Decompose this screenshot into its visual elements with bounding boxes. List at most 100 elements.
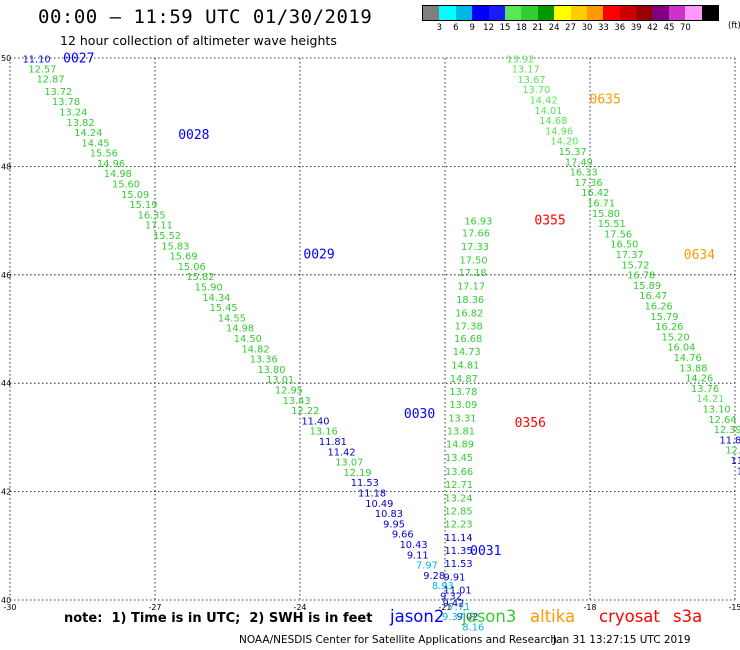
wave-height-value: 9.28 [423,571,445,582]
wave-height-value: 10.43 [400,540,428,551]
wave-height-value: 13.01 [266,375,294,386]
wave-height-value: 14.73 [453,347,481,358]
color-scale-label: 3 [436,23,443,33]
wave-height-value: 16.04 [667,343,695,354]
wave-height-value: 17.49 [565,157,593,168]
wave-height-value: 14.98 [104,169,132,180]
wave-height-value: 15.83 [161,241,189,252]
color-scale-cell [439,6,456,20]
wave-height-value: 13.80 [257,365,285,376]
wave-height-value: 12.64 [708,415,736,426]
wave-height-value: 11.53 [445,559,473,570]
wave-height-value: 16.71 [587,199,615,210]
color-scale-cell [652,6,669,20]
wave-height-value: 11.35 [445,546,473,557]
wave-height-value: 12.57 [28,65,56,76]
wave-height-value: 16.33 [570,168,598,179]
color-scale-cell [701,6,719,20]
wave-height-value: 14.68 [539,116,567,127]
color-scale-cell [668,6,686,20]
wave-height-value: 15.82 [186,272,214,283]
wave-height-value: 11.01 [444,585,472,596]
wave-height-value: 9.37 [442,612,464,623]
wave-height-value: 16.93 [464,216,492,227]
wave-height-value: 7.71 [448,602,470,613]
wave-height-value: 11.87 [720,435,740,446]
wave-height-value: 12.19 [344,468,372,479]
lat-tick-label: 50 [1,54,11,63]
color-scale-cell [586,6,604,20]
wave-height-value: 13.07 [335,458,363,469]
wave-height-value: 14.42 [530,96,558,107]
wave-height-value: 17.66 [462,228,490,239]
wave-height-value: 16.26 [655,322,683,333]
wave-height-value: 13.81 [447,427,475,438]
wave-height-value: 13.78 [52,97,80,108]
lat-tick-label: 46 [1,271,11,280]
wave-height-value: 17.17 [457,281,485,292]
lat-tick-label: 44 [1,379,11,388]
map-subtitle: 12 hour collection of altimeter wave hei… [60,33,337,48]
wave-height-value: 13.72 [44,87,72,98]
wave-height-value: 12.39 [714,425,740,436]
wave-height-value: 7.97 [416,561,438,572]
color-scale-cell [636,6,653,20]
wave-height-value: 15.80 [592,209,620,220]
color-scale-cell [570,6,587,20]
color-scale-label: 39 [630,23,642,33]
wave-height-value: 13.16 [310,427,338,438]
wave-height-value: 11.81 [319,437,347,448]
map-note: note: 1) Time is in UTC; 2) SWH is in fe… [64,611,373,626]
wave-height-value: 13.24 [59,107,87,118]
wave-height-value: 17.38 [455,322,483,333]
wave-height-value: 10.49 [365,499,393,510]
wave-height-value: 13.70 [522,85,550,96]
wave-height-value: 17.50 [460,255,488,266]
color-scale-cell [504,6,522,20]
wave-height-value: 16.50 [610,240,638,251]
satellite-pass-label: 0356 [515,416,546,431]
wave-height-value: 13.92 [506,54,534,65]
color-scale-cell [455,6,473,20]
satellite-pass-label: 0030 [404,407,435,422]
wave-height-value: 12.23 [445,519,473,530]
wave-height-value: 13.09 [449,400,477,411]
wave-height-value: 17.11 [145,221,173,232]
wave-height-value: 12.87 [37,74,65,85]
wave-height-value: 15.56 [90,149,118,160]
wave-height-value: 12.22 [291,406,319,417]
color-scale-cell [488,6,505,20]
wave-height-value: 13.10 [703,404,731,415]
wave-height-value: 15.20 [662,332,690,343]
wave-height-value: 15.45 [210,303,238,314]
lat-tick-label: 42 [1,488,11,497]
lon-tick-label: -24 [293,603,306,612]
color-scale-label: 33 [597,23,609,33]
wave-height-value: 14.98 [226,324,254,335]
wave-height-value: 11.18 [731,456,740,467]
legend-jason3: jason3 [462,607,517,626]
wave-height-value: 15.52 [153,231,181,242]
wave-height-value: 13.76 [691,384,719,395]
color-scale-cell [537,6,555,20]
wave-height-value: 12.71 [445,480,473,491]
satellite-pass-label: 0635 [590,93,621,108]
color-scale-label: 45 [663,23,675,33]
wave-height-value: 14.24 [74,128,102,139]
wave-height-value: 16.82 [455,309,483,320]
color-scale-cell [685,6,702,20]
color-scale-label: 30 [581,23,593,33]
satellite-pass-label: 0027 [63,51,94,66]
color-scale-cell [521,6,538,20]
wave-height-value: 14.96 [97,159,125,170]
wave-height-value: 17.37 [616,250,644,261]
wave-height-value: 9.32 [440,591,462,602]
wave-height-value: 9.95 [383,519,405,530]
color-scale-bar: 3 6 9 12 15 18 21 24 27 30 33 36 39 42 45 70 (ft) [422,5,740,33]
color-scale-labels: 3 6 9 12 15 18 21 24 27 30 33 36 39 42 45 70 [422,21,719,33]
wave-height-value: 11.10 [737,466,740,477]
color-scale-unit: (ft) [728,21,740,31]
wave-height-value: 15.90 [195,283,223,294]
wave-height-value: 15.19 [129,200,157,211]
wave-height-value: 14.55 [218,313,246,324]
